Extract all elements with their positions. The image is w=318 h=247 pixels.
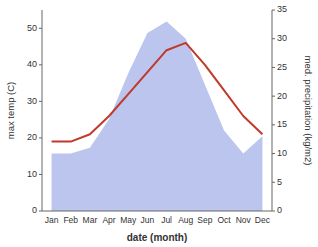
- y2-axis-line: [272, 10, 273, 211]
- y-tick: [39, 101, 42, 102]
- y-tick-label: 20: [27, 132, 37, 142]
- y2-tick-label: 5: [277, 177, 282, 187]
- x-tick-label: Apr: [102, 215, 115, 225]
- x-tick-label: May: [120, 215, 137, 225]
- x-axis-title: date (month): [127, 232, 188, 243]
- x-tick-label: Jul: [161, 215, 172, 225]
- y2-tick: [272, 10, 275, 11]
- y2-tick-label: 15: [277, 119, 287, 129]
- y2-tick-label: 25: [277, 62, 287, 72]
- y2-tick: [272, 182, 275, 183]
- y2-tick: [272, 96, 275, 97]
- y-tick: [39, 174, 42, 175]
- plot-area: [52, 21, 263, 211]
- y2-tick: [272, 124, 275, 125]
- x-tick-label: Feb: [63, 215, 78, 225]
- y-tick: [39, 28, 42, 29]
- y2-tick-label: 20: [277, 91, 287, 101]
- y2-tick-label: 10: [277, 148, 287, 158]
- y-tick-label: 40: [27, 59, 37, 69]
- y2-axis-title: med. precipitation (kg/m2): [303, 56, 314, 166]
- x-tick-label: Jan: [45, 215, 59, 225]
- x-tick-label: Aug: [178, 215, 193, 225]
- y2-tick: [272, 67, 275, 68]
- y2-tick-label: 35: [277, 4, 287, 14]
- y2-tick-label: 30: [277, 33, 287, 43]
- x-tick-label: Mar: [83, 215, 98, 225]
- x-tick-label: Sep: [197, 215, 212, 225]
- x-tick-label: Jun: [141, 215, 155, 225]
- y2-tick: [272, 211, 275, 212]
- y-tick-label: 0: [32, 205, 37, 215]
- y-axis-line: [42, 10, 43, 211]
- line: [52, 43, 263, 142]
- y2-tick: [272, 153, 275, 154]
- y2-tick: [272, 38, 275, 39]
- y-tick: [39, 211, 42, 212]
- y-tick-label: 10: [27, 169, 37, 179]
- chart: 0 10 20 30 40 50 0 5 10 15 20 25 30 35 Jan Feb Mar Apr May…: [0, 0, 318, 247]
- y2-tick-label: 0: [277, 205, 282, 215]
- y-axis-title: max temp (C): [5, 82, 16, 140]
- y-tick: [39, 64, 42, 65]
- y-tick: [39, 137, 42, 138]
- area: [52, 21, 263, 211]
- x-tick-label: Nov: [236, 215, 252, 225]
- x-axis-line: [42, 211, 272, 212]
- y-tick-label: 50: [27, 23, 37, 33]
- y-tick-label: 30: [27, 96, 37, 106]
- x-tick-label: Dec: [255, 215, 271, 225]
- x-tick-label: Oct: [217, 215, 231, 225]
